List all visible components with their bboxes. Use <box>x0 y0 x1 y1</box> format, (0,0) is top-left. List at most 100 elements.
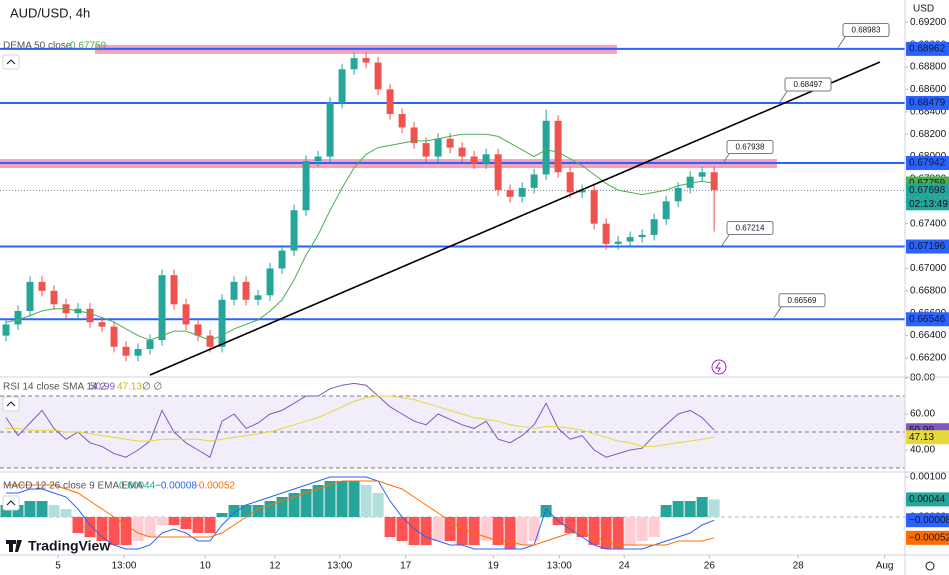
histogram-bar <box>516 517 528 545</box>
price-label-bg <box>906 530 949 545</box>
alert-connector <box>721 152 731 165</box>
y-tick-label: 0.69200 <box>910 17 947 28</box>
histogram-bar <box>60 509 72 517</box>
x-tick-label: 10 <box>200 561 212 572</box>
rsi-line <box>5 382 715 458</box>
collapse-button[interactable] <box>2 396 20 412</box>
candle-body <box>26 281 34 311</box>
histogram-bar <box>96 517 108 541</box>
histogram-bar <box>528 517 540 541</box>
histogram-bar <box>156 517 168 525</box>
y-tick-label: 60.00 <box>910 409 935 420</box>
histogram-bar <box>708 499 720 517</box>
price-label: 0.67942 <box>909 158 946 169</box>
x-tick-label: 19 <box>488 561 500 572</box>
histogram-bar <box>48 505 60 517</box>
price-label-bg <box>906 492 949 507</box>
y-tick-label: 0.00100 <box>910 472 947 483</box>
candle-body <box>14 310 22 325</box>
candle-body <box>134 349 142 356</box>
candle-body <box>86 308 94 323</box>
countdown: 02:13:49 <box>909 199 948 210</box>
price-label: 0.68962 <box>909 44 946 55</box>
histogram-bar <box>564 517 576 533</box>
alert-box <box>726 139 774 154</box>
candle-body <box>98 322 106 327</box>
candle-body <box>350 58 358 70</box>
candle-body <box>422 143 430 157</box>
histogram-bar <box>144 517 156 537</box>
candle-body <box>182 304 190 325</box>
chart-title: AUD/USD, 4h <box>10 5 90 20</box>
countdown-bg <box>906 197 949 211</box>
collapse-button[interactable] <box>2 495 20 511</box>
collapse-button[interactable] <box>2 54 20 70</box>
candle-body <box>470 156 478 164</box>
histogram-bar <box>276 497 288 517</box>
histogram-bar <box>300 489 312 517</box>
indicator-legend: DEMA 50 close <box>3 41 72 52</box>
histogram-bar <box>492 517 504 545</box>
histogram-bar <box>0 505 12 517</box>
histogram-bar <box>612 517 624 549</box>
currency: USD <box>913 4 934 15</box>
candle-body <box>266 268 274 296</box>
x-tick-label: Aug <box>876 561 894 572</box>
price-label-bg <box>906 183 949 198</box>
rsi-status: ∅ ∅ <box>142 382 162 393</box>
candle-body <box>146 340 154 350</box>
histogram-bar <box>312 485 324 517</box>
candle-body <box>158 275 166 341</box>
candle-body <box>278 250 286 269</box>
candle-body <box>710 172 718 191</box>
histogram-bar <box>684 501 696 517</box>
histogram-bar <box>372 493 384 517</box>
candle-body <box>170 275 178 305</box>
plot-layer <box>0 52 720 550</box>
candle-body <box>38 281 46 291</box>
y-tick-label: 0.68600 <box>910 84 947 95</box>
price-label: 0.66546 <box>909 314 946 325</box>
macd-legend-value: 0.00044 <box>119 481 156 492</box>
candle-body <box>458 147 466 157</box>
candle-body <box>362 58 370 63</box>
x-tick-label: 26 <box>704 561 716 572</box>
histogram-bar <box>192 517 204 533</box>
rsi-line <box>6 395 715 447</box>
candle-body <box>698 172 706 177</box>
histogram-bar <box>216 513 228 517</box>
histogram-bar <box>84 517 96 537</box>
histogram-bar <box>72 517 84 533</box>
brand-name: TradingView <box>28 538 110 554</box>
price-label: −0.00008 <box>909 515 949 526</box>
histogram-bar <box>132 517 144 541</box>
candle-body <box>374 62 382 90</box>
candle-body <box>410 127 418 144</box>
back-layer: 0.692000.690000.688000.686000.684000.682… <box>0 17 947 572</box>
candle-body <box>674 187 682 202</box>
candle-body <box>614 241 622 244</box>
candle-body <box>110 326 118 347</box>
candle-body <box>2 324 10 336</box>
histogram-bar <box>168 517 180 525</box>
y-tick-label: 0.66200 <box>910 353 947 364</box>
candle-body <box>218 299 226 347</box>
alert-box <box>784 77 832 92</box>
event-icon[interactable] <box>711 359 727 375</box>
candle-body <box>326 102 334 157</box>
x-tick-label: 13:00 <box>111 561 136 572</box>
y-tick-label: 0.68400 <box>910 106 947 117</box>
histogram-bar <box>240 505 252 517</box>
trend-line <box>149 61 881 376</box>
candle-body <box>686 176 694 188</box>
y-tick-label: 0.68800 <box>910 62 947 73</box>
y-tick-label: 40.00 <box>910 445 935 456</box>
settings-icon[interactable] <box>925 561 935 571</box>
histogram-bar <box>660 505 672 517</box>
indicator-value: 0.67759 <box>70 41 107 52</box>
histogram-bar <box>420 517 432 545</box>
histogram-bar <box>408 517 420 545</box>
histogram-bar <box>336 481 348 517</box>
histogram-bar <box>648 517 660 537</box>
candle-body <box>290 210 298 251</box>
